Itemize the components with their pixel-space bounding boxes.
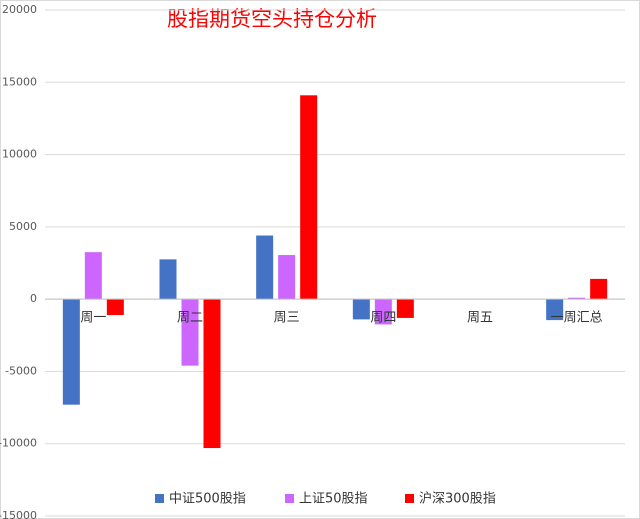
bar (62, 299, 80, 405)
x-tick-label: 周一 (80, 311, 106, 326)
bar (203, 299, 221, 449)
bar (374, 299, 392, 325)
legend-label: 沪深300股指 (419, 491, 496, 507)
bar (84, 252, 102, 300)
y-tick-label: 10000 (2, 148, 37, 161)
y-tick-label: 20000 (2, 3, 37, 16)
bar (300, 95, 318, 300)
y-tick-label: 15000 (2, 75, 37, 88)
legend-swatch (405, 494, 414, 503)
chart-title: 股指期货空头持仓分析 (167, 7, 377, 31)
y-tick-label: -5000 (5, 364, 37, 377)
legend-swatch (285, 494, 294, 503)
bar (278, 255, 296, 300)
bar (106, 299, 124, 316)
legend-label: 中证500股指 (169, 492, 246, 507)
bar (590, 278, 608, 300)
x-tick-label: 周三 (274, 311, 300, 326)
bar (352, 299, 370, 320)
y-tick-label: 5000 (9, 220, 37, 233)
x-tick-label: 一周汇总 (551, 311, 603, 326)
bar (256, 235, 274, 300)
x-tick-label: 周二 (177, 311, 203, 326)
bar (546, 299, 564, 321)
y-tick-label: -10000 (0, 437, 37, 450)
bar (181, 299, 199, 366)
bar (396, 299, 414, 318)
y-tick-label: -15000 (0, 509, 37, 519)
bar (159, 259, 177, 300)
y-tick-label: 0 (30, 292, 37, 305)
x-tick-label: 周四 (370, 311, 396, 326)
legend-label: 上证50股指 (299, 492, 368, 507)
bar (568, 297, 586, 300)
legend-swatch (155, 494, 164, 503)
x-tick-label: 周五 (467, 311, 493, 326)
